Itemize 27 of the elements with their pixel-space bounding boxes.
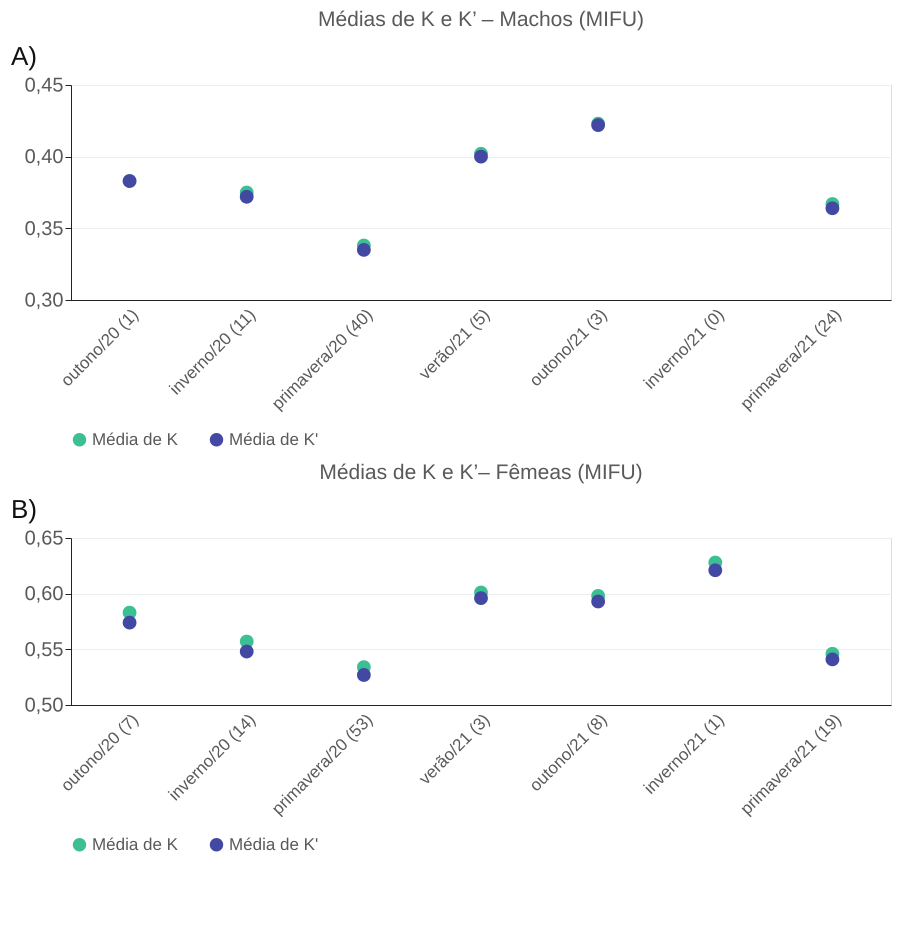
point [122, 616, 136, 630]
text: B) [11, 494, 37, 524]
point [826, 652, 840, 666]
point [708, 563, 722, 578]
y-tick-label: 0,30 [24, 290, 64, 312]
y-tick-label: 0,50 [24, 694, 64, 716]
point [474, 591, 488, 605]
y-tick-label: 0,65 [24, 528, 64, 550]
legend-label: Média de K' [229, 430, 318, 449]
point [356, 668, 371, 682]
point [826, 201, 840, 216]
legend-label: Média de K [92, 430, 179, 449]
y-tick-label: 0,40 [24, 146, 64, 168]
chart-title: Médias de K e K’ – Machos (MIFU) [318, 8, 644, 31]
text: A) [11, 41, 37, 71]
legend-label: Média de K [92, 834, 179, 854]
y-tick-label: 0,60 [24, 583, 64, 606]
point [240, 644, 254, 658]
chart-title: Médias de K e K’– Fêmeas (MIFU) [319, 461, 643, 484]
point [240, 190, 254, 204]
legend-label: Média de K' [229, 834, 318, 854]
y-tick-label: 0,55 [24, 638, 64, 661]
point [474, 150, 488, 164]
y-tick-label: 0,45 [24, 74, 64, 96]
point [591, 594, 606, 608]
point [356, 242, 371, 257]
y-tick-label: 0,35 [24, 218, 64, 240]
